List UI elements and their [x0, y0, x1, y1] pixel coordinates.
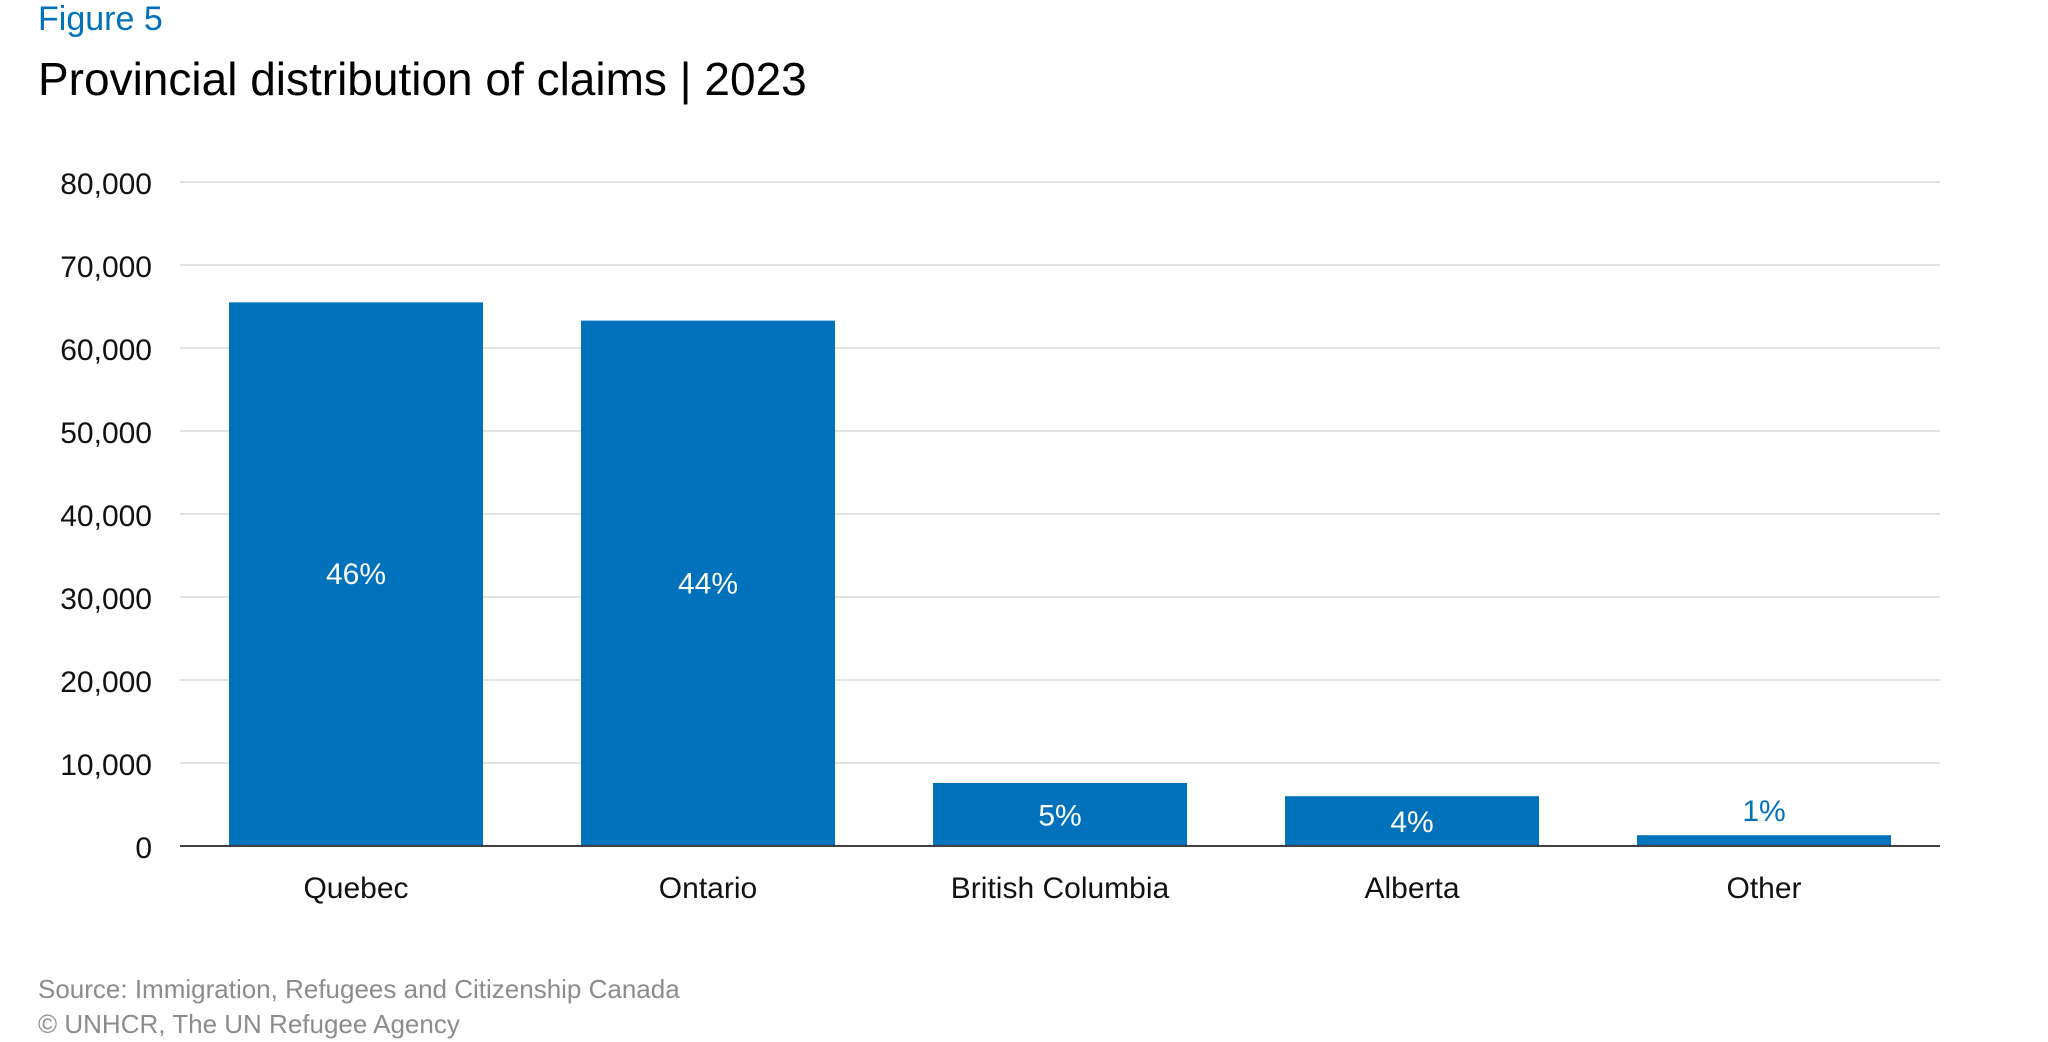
y-tick-label: 0 — [135, 832, 152, 865]
bar — [581, 320, 835, 846]
y-tick-label: 60,000 — [60, 334, 152, 367]
bar — [1285, 796, 1539, 846]
x-tick-label: Other — [1726, 872, 1801, 905]
data-label: 5% — [1038, 799, 1081, 832]
y-tick-label: 10,000 — [60, 749, 152, 782]
y-tick-label: 80,000 — [60, 168, 152, 201]
bar — [229, 302, 483, 847]
x-tick-label: Quebec — [303, 872, 408, 905]
y-tick-label: 50,000 — [60, 417, 152, 450]
bar — [933, 782, 1187, 846]
y-tick-label: 70,000 — [60, 251, 152, 284]
data-label: 4% — [1390, 806, 1433, 839]
x-tick-label: Ontario — [659, 872, 757, 905]
copyright-note: © UNHCR, The UN Refugee Agency — [38, 1009, 460, 1039]
bar — [1637, 835, 1891, 846]
source-note: Source: Immigration, Refugees and Citize… — [38, 974, 680, 1004]
x-tick-label: British Columbia — [951, 872, 1170, 905]
x-tick-label: Alberta — [1364, 872, 1459, 905]
data-label: 44% — [678, 567, 738, 600]
data-label: 46% — [326, 558, 386, 591]
y-tick-label: 20,000 — [60, 666, 152, 699]
y-tick-label: 30,000 — [60, 583, 152, 616]
data-label: 1% — [1742, 795, 1785, 828]
y-tick-label: 40,000 — [60, 500, 152, 533]
chart-title: Provincial distribution of claims | 2023 — [38, 53, 807, 105]
figure-label: Figure 5 — [38, 0, 163, 38]
chart-footer: Source: Immigration, Refugees and Citize… — [38, 972, 680, 1042]
